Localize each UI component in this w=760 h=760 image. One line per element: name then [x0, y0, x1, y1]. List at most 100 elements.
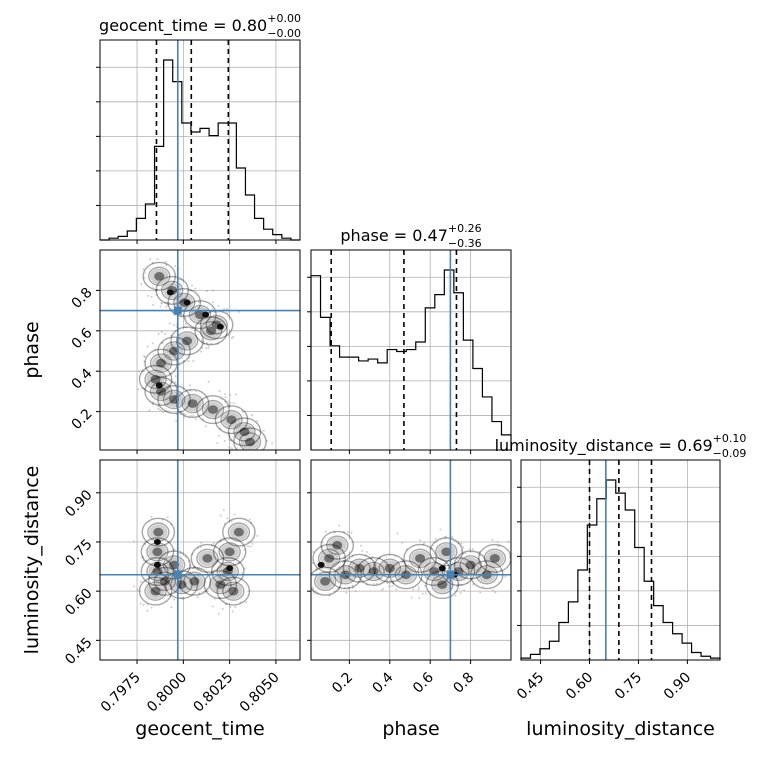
title-plus: +0.00	[267, 12, 301, 25]
contour-ring-0	[212, 537, 247, 567]
scatter-point	[504, 575, 507, 578]
density-level-2	[368, 567, 379, 576]
scatter-point	[199, 350, 202, 353]
scatter-point	[234, 393, 237, 396]
density-level-2	[176, 580, 187, 589]
scatter-point	[312, 587, 315, 590]
contour-ring-1	[175, 331, 199, 351]
histogram-frame-geocent_time	[99, 39, 301, 241]
scatter-point	[258, 456, 260, 458]
scatter-point	[146, 603, 149, 606]
contour-ring-1	[435, 542, 458, 562]
density-level-2	[181, 336, 193, 346]
scatter-point	[466, 582, 469, 585]
scatter-point	[250, 413, 253, 416]
scatter-point	[197, 547, 200, 549]
density-level-2	[415, 554, 426, 563]
density-level-2	[202, 554, 213, 563]
contour-ring-1	[162, 389, 186, 410]
scatter-point	[157, 333, 160, 336]
scatter-point	[151, 403, 154, 406]
scatter-point	[216, 342, 219, 345]
scatter-point	[312, 551, 315, 554]
scatter-point	[417, 588, 420, 591]
density-level-2	[187, 399, 198, 408]
density-core	[226, 565, 234, 572]
title-name: luminosity_distance	[495, 436, 654, 456]
y-tick-label-luminosity_distance: 0.90	[62, 487, 95, 520]
contour-ring-0	[157, 336, 191, 366]
scatter-point	[212, 289, 215, 292]
scatter-point	[168, 322, 171, 325]
y-axis-label-luminosity_distance: luminosity_distance	[21, 466, 43, 655]
scatter-point	[224, 602, 227, 605]
scatter-point	[232, 335, 235, 338]
scatter-point	[371, 555, 374, 558]
scatter-point	[498, 544, 501, 547]
scatter-point	[350, 531, 353, 534]
scatter-point	[265, 439, 268, 442]
scatter-point	[166, 301, 169, 304]
scatter-point	[226, 517, 229, 520]
scatter-point	[179, 413, 182, 416]
scatter-point	[423, 541, 426, 544]
scatter-point	[137, 388, 140, 391]
scatter-point	[161, 410, 164, 413]
scatter-point	[156, 258, 159, 261]
scatter-point	[248, 518, 251, 521]
scatter-point	[187, 360, 190, 363]
scatter-point	[417, 586, 420, 589]
scatter-point	[395, 588, 398, 591]
scatter-point	[216, 442, 219, 445]
scatter-point	[439, 528, 442, 531]
contour-ring-0	[155, 275, 190, 305]
scatter-point	[454, 594, 457, 597]
contour-ring-0	[157, 384, 191, 414]
scatter-point	[230, 447, 233, 450]
scatter-point	[396, 532, 399, 535]
scatter-point	[187, 560, 190, 563]
density-core	[155, 382, 163, 389]
scatter-point	[223, 522, 226, 525]
contour-ring-1	[317, 548, 341, 569]
scatter-point	[157, 405, 160, 408]
scatter-point	[308, 546, 310, 548]
scatter-point	[324, 530, 327, 533]
scatter-point	[307, 574, 309, 576]
scatter-point	[347, 586, 350, 589]
scatter-point	[230, 439, 233, 442]
contour-ring-1	[173, 292, 196, 313]
scatter-point	[333, 531, 336, 534]
scatter-point	[211, 301, 214, 304]
scatter-point	[169, 595, 172, 598]
title-minus: −0.36	[448, 237, 482, 250]
contour-ring-0	[167, 288, 202, 318]
title-median: 0.47	[412, 226, 448, 245]
scatter-point	[345, 591, 348, 594]
scatter-point	[256, 534, 259, 537]
density-level-2	[153, 527, 164, 537]
scatter-point	[514, 558, 516, 560]
scatter-point	[156, 288, 159, 291]
scatter-point	[496, 540, 499, 543]
density-level-2	[244, 437, 256, 447]
scatter-point	[492, 589, 495, 592]
density-level-2	[156, 358, 167, 368]
density-level-2	[169, 346, 180, 356]
histogram-step-geocent_time	[100, 59, 300, 241]
contour-ring-1	[196, 548, 219, 569]
contour-ring-0	[210, 556, 245, 586]
density-level-2	[156, 387, 167, 396]
scatter-point	[213, 311, 216, 314]
scatter-point	[351, 554, 354, 557]
scatter-point	[229, 394, 232, 397]
contour-ring-0	[222, 517, 256, 547]
scatter-point	[226, 307, 229, 310]
density-level-2	[429, 567, 440, 576]
contour-ring-0	[170, 326, 204, 356]
scatter-point	[147, 294, 150, 297]
scatter-point	[140, 282, 143, 285]
scatter-point	[494, 591, 497, 594]
density-level-2	[354, 563, 365, 573]
scatter-point	[197, 567, 200, 570]
